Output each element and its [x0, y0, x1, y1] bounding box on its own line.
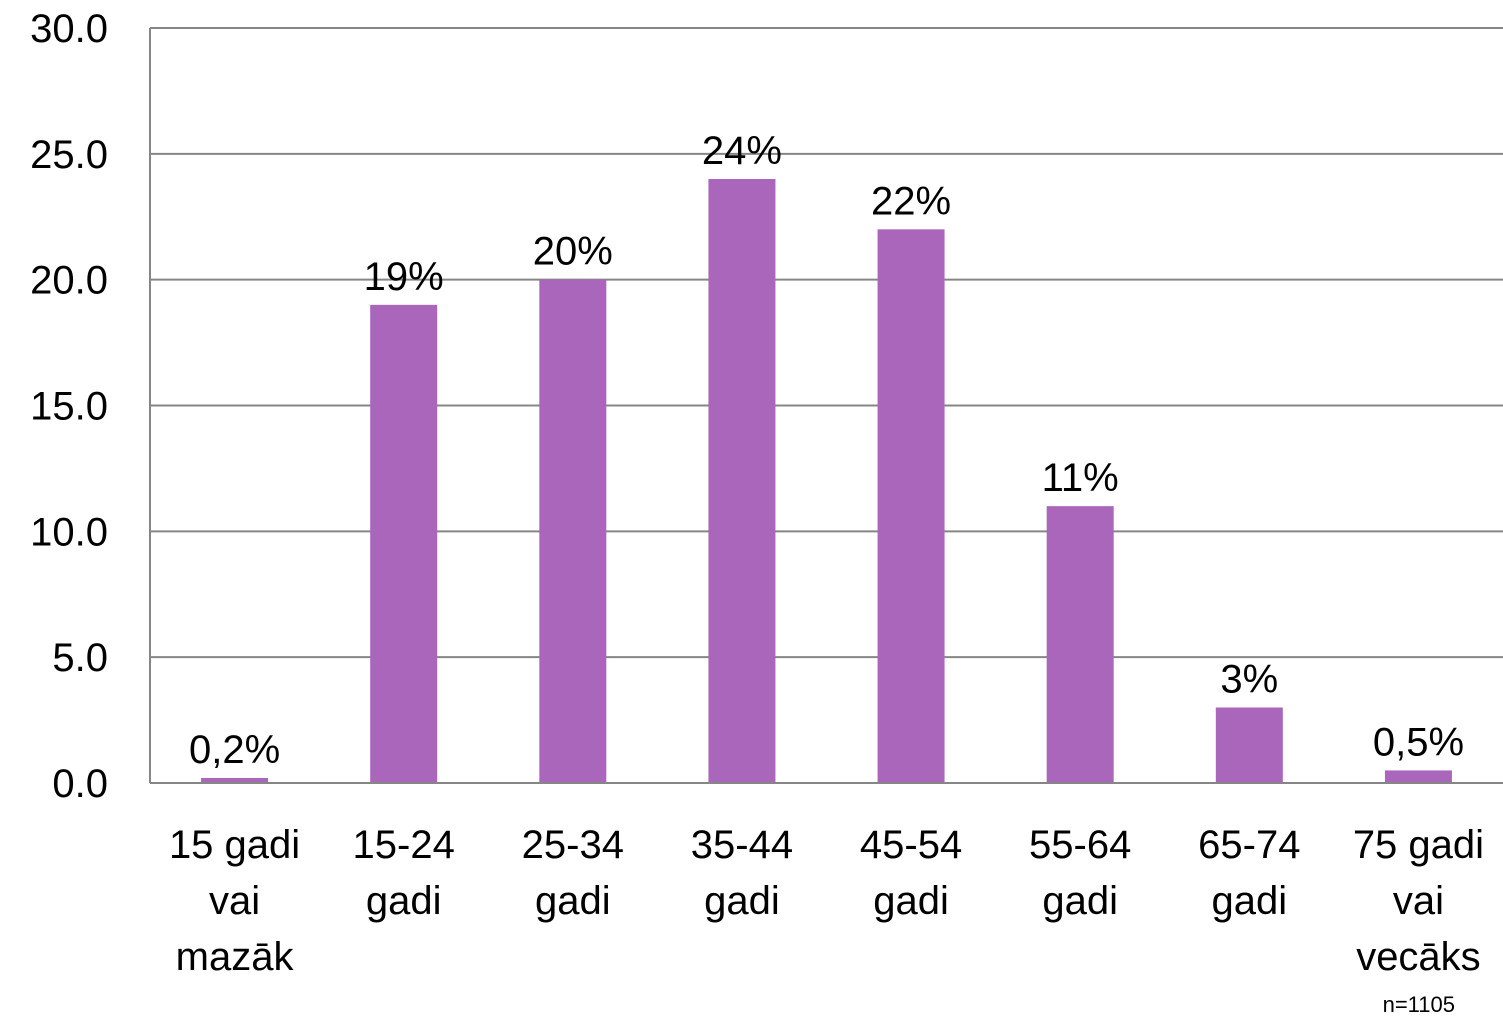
y-axis-ticks: 0.0 5.0 10.0 15.0 20.0 25.0 30.0 [30, 7, 108, 806]
x-category-label: 15 gadi vai mazāk [169, 823, 300, 979]
bar [1046, 506, 1114, 783]
x-category-label-line: gadi [535, 879, 611, 923]
data-label: 22% [871, 179, 951, 223]
x-category-label-line: gadi [873, 879, 949, 923]
x-category-label-line: 55-64 [1029, 823, 1131, 867]
y-tick-label: 0.0 [52, 762, 108, 806]
gridlines [150, 27, 1503, 659]
bar [201, 777, 269, 783]
data-label: 11% [1042, 456, 1119, 500]
x-category-label-line: 25-34 [522, 823, 624, 867]
bar [370, 304, 438, 783]
bar [708, 179, 776, 783]
x-category-label-line: gadi [1212, 879, 1288, 923]
x-category-label-line: 75 gadi [1353, 823, 1484, 867]
x-category-label: 75 gadi vai vecāks [1353, 823, 1484, 979]
y-tick-label: 15.0 [30, 385, 108, 429]
axes [149, 28, 1503, 784]
bar [1215, 707, 1283, 783]
x-category-label: 15-24 gadi [353, 823, 455, 923]
x-category-label-line: 45-54 [860, 823, 962, 867]
y-tick-label: 25.0 [30, 133, 108, 177]
bar [877, 229, 945, 784]
x-category-label-line: gadi [1042, 879, 1118, 923]
data-label: 3% [1220, 658, 1278, 702]
sample-size-note: n=1105 [1383, 992, 1455, 1017]
data-labels: 0,2% 19% 20% 24% 22% 11% 3% 0,5% [189, 129, 1464, 772]
y-tick-label: 20.0 [30, 259, 108, 303]
data-label: 20% [533, 230, 613, 274]
data-label: 0,2% [189, 728, 280, 772]
x-category-label: 55-64 gadi [1029, 823, 1131, 923]
y-tick-label: 10.0 [30, 510, 108, 554]
x-category-label: 35-44 gadi [691, 823, 793, 923]
x-category-label-line: 65-74 [1198, 823, 1300, 867]
x-axis-categories: 15 gadi vai mazāk 15-24 gadi 25-34 gadi 35-44 ga… [169, 823, 1484, 979]
x-category-label: 65-74 gadi [1198, 823, 1300, 923]
x-category-label-line: gadi [366, 879, 442, 923]
y-tick-label: 5.0 [52, 636, 108, 680]
data-label: 19% [364, 255, 444, 299]
x-category-label-line: vecāks [1356, 935, 1481, 979]
y-tick-label: 30.0 [30, 7, 108, 51]
bar [1384, 770, 1452, 783]
x-category-label-line: mazāk [176, 935, 295, 979]
x-category-label-line: 35-44 [691, 823, 793, 867]
x-category-label: 45-54 gadi [860, 823, 962, 923]
bars [201, 179, 1452, 784]
data-label: 0,5% [1373, 720, 1464, 764]
x-category-label-line: 15 gadi [169, 823, 300, 867]
bar [539, 279, 607, 783]
x-category-label: 25-34 gadi [522, 823, 624, 923]
data-label: 24% [702, 129, 782, 173]
x-category-label-line: gadi [704, 879, 780, 923]
x-category-label-line: 15-24 [353, 823, 455, 867]
x-category-label-line: vai [209, 879, 260, 923]
x-category-label-line: vai [1393, 879, 1444, 923]
